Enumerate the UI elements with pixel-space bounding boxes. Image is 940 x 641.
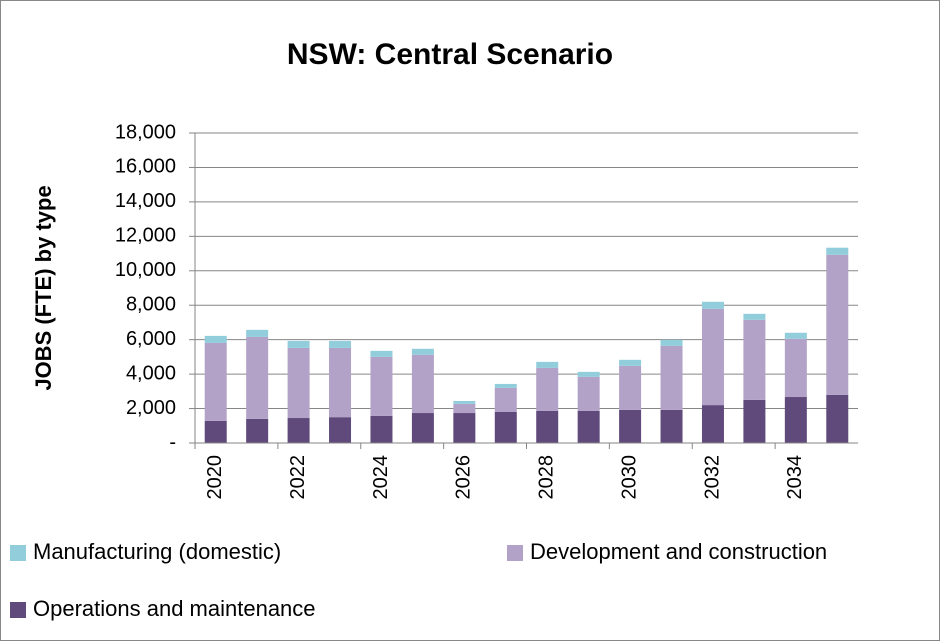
y-tick-label: 16,000 bbox=[115, 156, 176, 178]
bar-segment bbox=[743, 399, 766, 443]
bar-segment bbox=[660, 409, 683, 443]
x-tick-label: 2024 bbox=[370, 455, 392, 500]
bar-segment bbox=[329, 340, 352, 348]
y-tick-label: 12,000 bbox=[115, 225, 176, 247]
bar-segment bbox=[743, 319, 766, 400]
y-tick-label: - bbox=[169, 431, 176, 453]
bar-segment bbox=[784, 338, 807, 398]
bar-segment bbox=[287, 340, 310, 348]
bar-segment bbox=[577, 371, 600, 377]
bar-segment bbox=[619, 365, 642, 410]
bar-segment bbox=[577, 410, 600, 443]
bar-segment bbox=[536, 410, 559, 443]
bar-segment bbox=[619, 359, 642, 366]
y-tick-label: 18,000 bbox=[115, 121, 176, 143]
bar-segment bbox=[329, 417, 352, 443]
bar-segment bbox=[246, 329, 269, 337]
bar-segment bbox=[204, 420, 227, 443]
bar-segment bbox=[411, 354, 434, 414]
y-tick-label: 2,000 bbox=[126, 397, 176, 419]
x-tick-label: 2026 bbox=[453, 455, 475, 500]
bar-segment bbox=[826, 394, 849, 443]
bar-segment bbox=[204, 342, 227, 421]
bar-segment bbox=[826, 254, 849, 395]
y-axis-label: JOBS (FTE) by type bbox=[31, 185, 56, 390]
bar-segment bbox=[701, 301, 724, 309]
bar-segment bbox=[246, 418, 269, 443]
y-tick-label: 6,000 bbox=[126, 328, 176, 350]
x-tick-label: 2030 bbox=[618, 455, 640, 500]
bar-segment bbox=[494, 383, 517, 388]
bar-segment bbox=[577, 376, 600, 411]
x-tick-label: 2032 bbox=[701, 455, 723, 500]
bar-segment bbox=[701, 308, 724, 406]
bar-segment bbox=[287, 418, 310, 443]
legend-swatch bbox=[10, 545, 26, 561]
bar-segment bbox=[453, 403, 476, 414]
bar-segment bbox=[660, 339, 683, 346]
bar-segment bbox=[536, 367, 559, 411]
legend-swatch bbox=[507, 545, 523, 561]
bar-segment bbox=[784, 332, 807, 339]
bar-segment bbox=[204, 335, 227, 343]
x-tick-label: 2022 bbox=[287, 455, 309, 500]
bar-segment bbox=[411, 413, 434, 443]
y-tick-label: 10,000 bbox=[115, 259, 176, 281]
bar-segment bbox=[619, 409, 642, 443]
bar-segment bbox=[494, 387, 517, 412]
bar-segment bbox=[536, 361, 559, 368]
x-tick-label: 2034 bbox=[784, 455, 806, 500]
bar-segment bbox=[453, 400, 476, 404]
x-tick-label: 2020 bbox=[204, 455, 226, 500]
bar-segment bbox=[246, 336, 269, 419]
legend-label: Manufacturing (domestic) bbox=[33, 539, 281, 564]
bar-segment bbox=[329, 347, 352, 418]
bar-segment bbox=[411, 348, 434, 355]
legend-label: Development and construction bbox=[530, 539, 827, 564]
y-tick-label: 8,000 bbox=[126, 294, 176, 316]
bar-segment bbox=[660, 345, 683, 410]
bar-segment bbox=[370, 415, 393, 443]
y-tick-label: 14,000 bbox=[115, 190, 176, 212]
x-tick-label: 2028 bbox=[536, 455, 558, 500]
bar-segment bbox=[743, 313, 766, 320]
chart-title: NSW: Central Scenario bbox=[287, 38, 613, 71]
bar-segment bbox=[370, 350, 393, 357]
bar-segment bbox=[287, 347, 310, 419]
bar-segment bbox=[453, 413, 476, 443]
legend-swatch bbox=[10, 602, 26, 618]
bar-segment bbox=[784, 397, 807, 443]
y-tick-label: 4,000 bbox=[126, 362, 176, 384]
bar-segment bbox=[494, 412, 517, 443]
legend-label: Operations and maintenance bbox=[33, 596, 316, 621]
bar-segment bbox=[370, 356, 393, 416]
bar-segment bbox=[701, 405, 724, 443]
bar-segment bbox=[826, 247, 849, 255]
